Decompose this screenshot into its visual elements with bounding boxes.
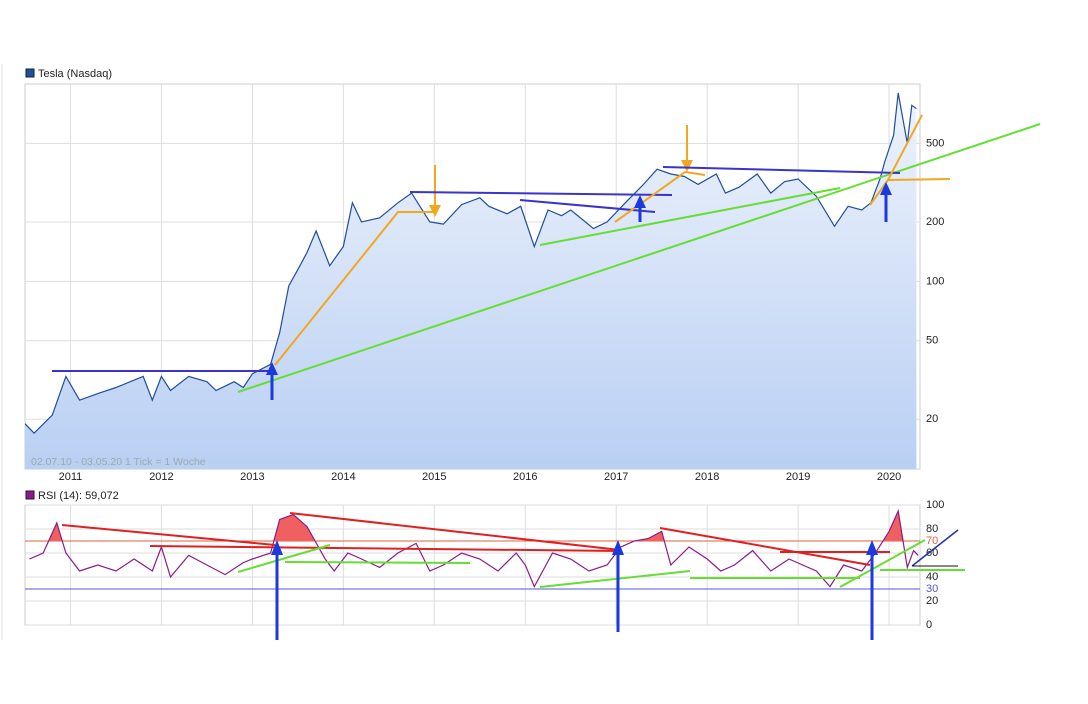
x-tick-label: 2017 — [604, 471, 628, 483]
legend-swatch — [25, 68, 35, 78]
x-tick-label: 2013 — [240, 471, 264, 483]
y-tick-label: 60 — [926, 547, 938, 559]
reference-label: 30 — [926, 583, 938, 595]
price-panel: 2011 2012 2013 2014 2015 2016 2017 2018 2019 2020… — [24, 83, 944, 483]
y-tick-label: 50 — [926, 335, 938, 347]
x-tick-label: 2011 — [59, 471, 83, 483]
y-tick-label: 500 — [926, 137, 944, 149]
y-tick-label: 80 — [926, 523, 938, 535]
x-tick-label: 2016 — [513, 471, 537, 483]
plot-area — [24, 504, 921, 626]
reference-label: 70 — [926, 535, 938, 547]
y-tick-label: 100 — [926, 275, 944, 287]
x-tick-label: 2015 — [422, 471, 446, 483]
x-tick-label: 2014 — [331, 471, 355, 483]
x-tick-label: 2020 — [877, 471, 901, 483]
footnote: 02.07.10 - 03.05.20 1 Tick = 1 Woche — [31, 456, 206, 468]
legend-label: Tesla (Nasdaq) — [38, 68, 112, 80]
y-tick-label: 100 — [926, 499, 944, 511]
x-tick-label: 2018 — [695, 471, 719, 483]
y-tick-label: 200 — [926, 216, 944, 228]
legend-swatch — [25, 490, 35, 500]
y-tick-label: 20 — [926, 413, 938, 425]
y-tick-label: 40 — [926, 571, 938, 583]
y-tick-label: 20 — [926, 595, 938, 607]
y-tick-label: 0 — [926, 619, 932, 631]
rsi-panel: 0 20 40 60 80 100 70 30 — [24, 499, 944, 631]
annotations — [52, 114, 1041, 640]
x-tick-label: 2019 — [786, 471, 810, 483]
x-tick-label: 2012 — [149, 471, 173, 483]
legend-label: RSI (14): 59,072 — [38, 490, 119, 502]
price-area — [25, 93, 917, 469]
series-line — [29, 508, 919, 588]
